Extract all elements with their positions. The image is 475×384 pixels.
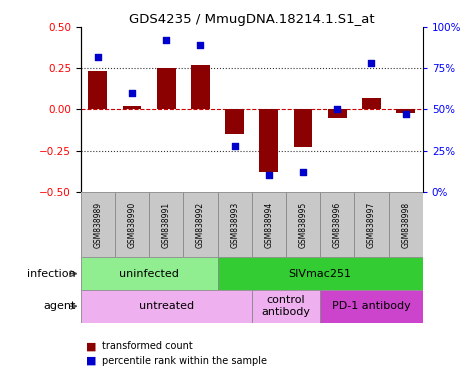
Text: GSM838992: GSM838992 bbox=[196, 202, 205, 248]
Bar bbox=[252, 290, 320, 323]
Bar bbox=[320, 290, 423, 323]
Bar bbox=[396, 109, 415, 113]
Text: PD-1 antibody: PD-1 antibody bbox=[332, 301, 411, 311]
Text: SIVmac251: SIVmac251 bbox=[289, 268, 352, 279]
Text: transformed count: transformed count bbox=[102, 341, 193, 351]
Point bbox=[128, 90, 136, 96]
Bar bbox=[294, 109, 313, 147]
Text: GSM838990: GSM838990 bbox=[128, 202, 136, 248]
Bar bbox=[389, 192, 423, 257]
Bar bbox=[320, 192, 354, 257]
Text: GSM838997: GSM838997 bbox=[367, 202, 376, 248]
Text: uninfected: uninfected bbox=[119, 268, 179, 279]
Point bbox=[231, 143, 238, 149]
Text: agent: agent bbox=[44, 301, 76, 311]
Bar bbox=[81, 290, 252, 323]
Bar bbox=[218, 192, 252, 257]
Bar bbox=[123, 106, 142, 109]
Bar bbox=[286, 192, 320, 257]
Bar bbox=[362, 98, 381, 109]
Text: GSM838996: GSM838996 bbox=[333, 202, 342, 248]
Point bbox=[197, 42, 204, 48]
Text: GSM838991: GSM838991 bbox=[162, 202, 171, 248]
Text: GSM838993: GSM838993 bbox=[230, 202, 239, 248]
Text: GSM838989: GSM838989 bbox=[94, 202, 102, 248]
Point bbox=[299, 169, 307, 175]
Point bbox=[333, 106, 341, 113]
Bar bbox=[81, 257, 218, 290]
Text: percentile rank within the sample: percentile rank within the sample bbox=[102, 356, 267, 366]
Bar bbox=[191, 65, 210, 109]
Text: untreated: untreated bbox=[139, 301, 194, 311]
Point bbox=[94, 53, 102, 60]
Text: ■: ■ bbox=[86, 356, 96, 366]
Point bbox=[265, 172, 273, 179]
Text: GSM838998: GSM838998 bbox=[401, 202, 410, 248]
Text: GSM838995: GSM838995 bbox=[299, 202, 307, 248]
Bar bbox=[81, 192, 115, 257]
Bar bbox=[183, 192, 218, 257]
Bar bbox=[218, 257, 423, 290]
Bar bbox=[225, 109, 244, 134]
Bar bbox=[149, 192, 183, 257]
Bar bbox=[157, 68, 176, 109]
Title: GDS4235 / MmugDNA.18214.1.S1_at: GDS4235 / MmugDNA.18214.1.S1_at bbox=[129, 13, 375, 26]
Bar bbox=[259, 109, 278, 172]
Text: ■: ■ bbox=[86, 341, 96, 351]
Text: control
antibody: control antibody bbox=[261, 295, 311, 317]
Bar bbox=[88, 71, 107, 109]
Point bbox=[368, 60, 375, 66]
Point bbox=[402, 111, 409, 118]
Bar bbox=[328, 109, 347, 118]
Text: infection: infection bbox=[28, 268, 76, 279]
Bar bbox=[252, 192, 286, 257]
Bar bbox=[115, 192, 149, 257]
Bar bbox=[354, 192, 389, 257]
Text: GSM838994: GSM838994 bbox=[265, 202, 273, 248]
Point bbox=[162, 37, 170, 43]
